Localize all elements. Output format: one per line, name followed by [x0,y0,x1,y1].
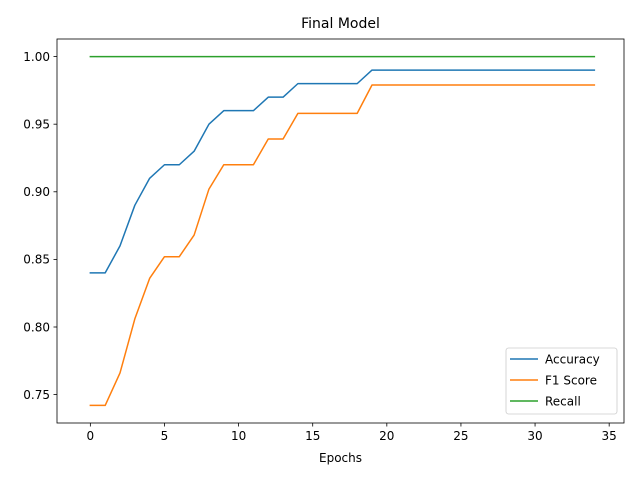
x-tick-label: 5 [161,429,169,443]
y-tick-label: 1.00 [23,50,50,64]
x-tick-label: 25 [453,429,468,443]
y-tick-label: 0.80 [23,320,50,334]
x-tick-label: 10 [231,429,246,443]
legend-label-accuracy: Accuracy [545,352,600,366]
y-tick-label: 0.75 [23,388,50,402]
legend-label-f1-score: F1 Score [545,373,597,387]
axes-frame [56,38,625,424]
legend: Accuracy F1 Score Recall [505,347,618,415]
y-tick-label: 0.85 [23,253,50,267]
x-axis-label: Epochs [319,451,362,465]
y-tick-label: 0.95 [23,117,50,131]
plot-area [89,55,596,407]
x-tick-label: 0 [87,429,95,443]
x-tick-label: 30 [527,429,542,443]
legend-frame [505,347,618,415]
series-line-f1-score [89,84,596,407]
chart-title: Final Model [301,16,380,32]
x-axis: 0 5 10 15 20 25 30 35 [87,423,617,443]
x-tick-label: 20 [379,429,394,443]
y-axis: 0.75 0.80 0.85 0.90 0.95 1.00 [23,50,57,402]
series-line-accuracy [89,69,596,274]
x-tick-label: 15 [305,429,320,443]
x-tick-label: 35 [602,429,617,443]
legend-label-recall: Recall [545,394,581,408]
y-tick-label: 0.90 [23,185,50,199]
